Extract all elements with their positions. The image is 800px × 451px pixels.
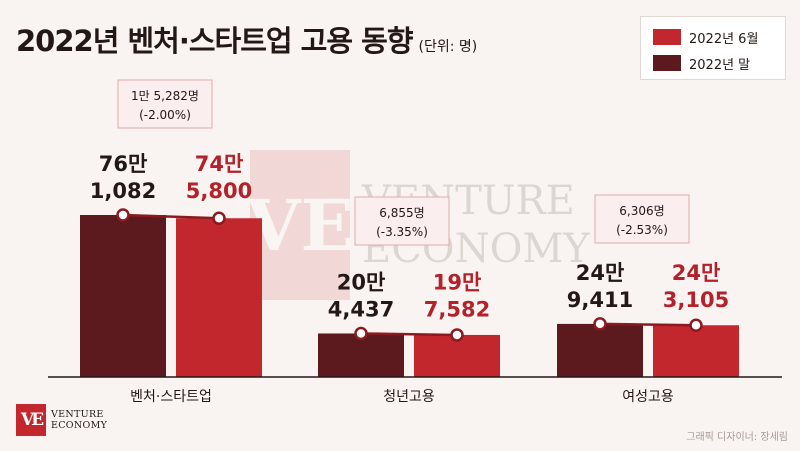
brand-text: VENTURE ECONOMY <box>51 409 107 431</box>
value-label-june: 3,105 <box>663 288 729 312</box>
watermark-logo: VE VENTURE ECONOMY <box>250 150 590 300</box>
unit-label: (단위: 명) <box>418 39 478 55</box>
legend-item-yearend: 2022년 말 <box>653 53 750 73</box>
marker-yearend <box>354 326 368 341</box>
legend-label-yearend: 2022년 말 <box>689 57 751 73</box>
bar-june <box>176 218 262 377</box>
brand-line1: VENTURE <box>51 409 104 420</box>
brand-line2: ECONOMY <box>51 420 108 431</box>
change-box <box>354 196 450 246</box>
change-percent: (-2.00%) <box>139 108 191 122</box>
value-label-june: 5,800 <box>186 179 252 203</box>
change-box <box>594 194 690 244</box>
chart-title: 2022년 벤처·스타트업 고용 동향 (단위: 명) <box>16 18 477 60</box>
marker-yearend <box>116 208 130 222</box>
value-label-yearend: 76만 <box>99 152 148 176</box>
value-label-yearend: 4,437 <box>328 297 394 321</box>
bar-june <box>414 334 500 377</box>
category-label: 벤처·스타트업 <box>130 389 212 405</box>
value-label-yearend: 9,411 <box>567 288 633 312</box>
brand-logo: VE VENTURE ECONOMY <box>16 403 107 437</box>
change-percent: (-2.53%) <box>616 223 668 237</box>
legend: 2022년 6월 2022년 말 <box>640 16 786 80</box>
change-line <box>360 332 458 337</box>
title-text: 2022년 벤처·스타트업 고용 동향 <box>16 24 413 58</box>
designer-credit: 그래픽 디자이너: 장세림 <box>686 432 788 443</box>
marker-yearend <box>593 317 607 331</box>
change-box <box>117 79 213 129</box>
bar-yearend <box>318 333 404 377</box>
value-label-june: 74만 <box>195 152 244 176</box>
change-amount: 6,855명 <box>379 206 424 220</box>
legend-item-june: 2022년 6월 <box>653 27 758 47</box>
change-line <box>599 322 697 327</box>
bar-june <box>653 325 739 377</box>
bar-yearend <box>80 215 166 377</box>
change-line <box>122 213 220 220</box>
marker-june <box>212 211 226 226</box>
value-label-yearend: 1,082 <box>90 179 156 203</box>
marker-june <box>689 318 703 333</box>
value-label-june: 7,582 <box>424 297 490 321</box>
marker-june <box>450 328 464 342</box>
legend-swatch-yearend <box>653 55 681 71</box>
category-label: 여성고용 <box>622 389 674 405</box>
value-label-june: 19만 <box>433 270 482 294</box>
change-amount: 1만 5,282명 <box>131 89 199 103</box>
bar-yearend <box>557 323 643 377</box>
value-label-june: 24만 <box>672 261 721 285</box>
watermark-mark: VE <box>250 184 354 267</box>
value-label-yearend: 24만 <box>576 261 625 285</box>
legend-swatch-june <box>653 29 681 45</box>
change-percent: (-3.35%) <box>376 225 428 239</box>
change-amount: 6,306명 <box>619 204 664 218</box>
category-label: 청년고용 <box>383 389 435 405</box>
value-label-yearend: 20만 <box>337 270 386 294</box>
brand-mark: VE <box>16 404 46 436</box>
legend-label-june: 2022년 6월 <box>689 31 759 47</box>
